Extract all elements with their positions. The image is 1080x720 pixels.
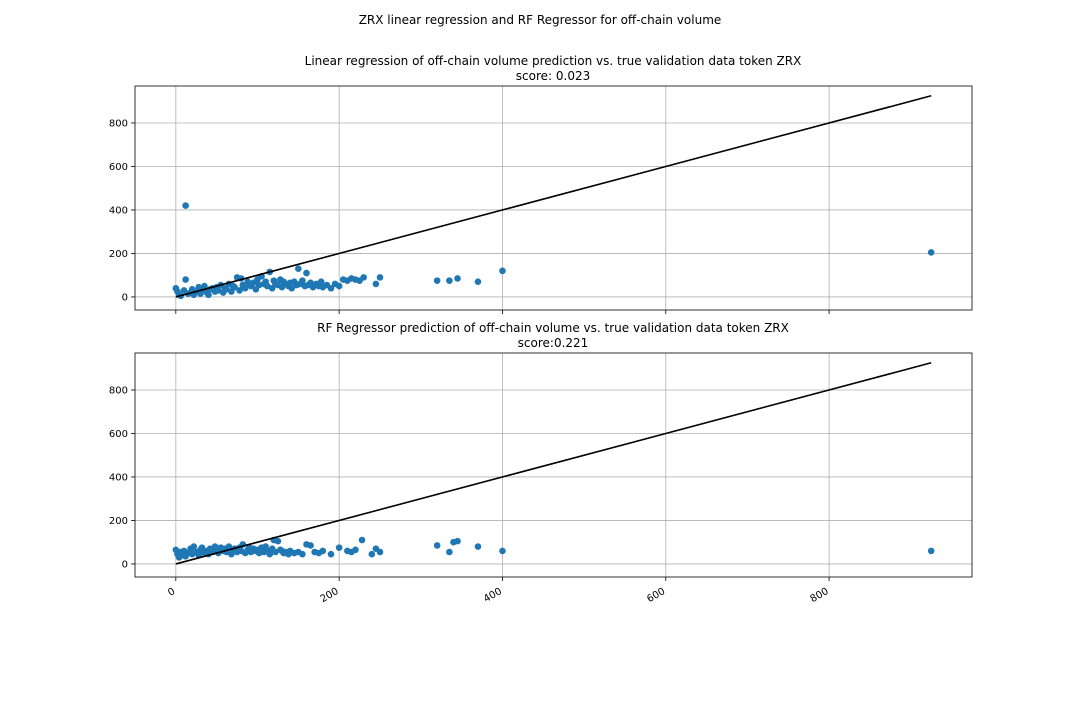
panel-score-rf-regressor: score:0.221 xyxy=(518,336,589,350)
x-tick-label: 200 xyxy=(319,586,341,605)
data-point xyxy=(376,274,384,281)
data-point xyxy=(299,550,306,558)
grid-linear-regression xyxy=(135,86,972,310)
y-tick-label: 0 xyxy=(122,292,128,303)
data-point xyxy=(372,280,380,288)
data-point xyxy=(241,284,249,292)
data-point xyxy=(182,276,189,283)
data-point xyxy=(266,550,274,558)
x-tick-label: 800 xyxy=(809,586,831,605)
data-point xyxy=(307,542,314,549)
y-tick-label: 0 xyxy=(122,559,128,570)
data-point xyxy=(319,547,327,555)
y-axis-ticks-rf-regressor: 0 200 400 600 800 xyxy=(109,385,135,570)
panel-title-rf-regressor: RF Regressor prediction of off-chain vol… xyxy=(317,321,789,335)
x-tick-label: 600 xyxy=(645,586,667,605)
y-tick-label: 400 xyxy=(109,472,128,483)
panel-rf-regressor: RF Regressor prediction of off-chain vol… xyxy=(109,321,973,605)
data-point xyxy=(376,548,384,556)
y-tick-label: 200 xyxy=(109,516,128,527)
panel-linear-regression: Linear regression of off-chain volume pr… xyxy=(109,54,973,314)
data-point xyxy=(446,548,453,556)
data-point xyxy=(205,291,212,299)
x-axis-ticks-linear-regression xyxy=(175,310,830,314)
reference-line-rf-regressor xyxy=(175,362,932,565)
data-point xyxy=(231,283,238,291)
y-tick-label: 200 xyxy=(109,249,128,260)
data-point xyxy=(295,265,302,272)
panel-score-linear-regression: score: 0.023 xyxy=(516,69,590,83)
grid-rf-regressor xyxy=(135,353,972,577)
data-point xyxy=(182,202,189,209)
data-point xyxy=(474,278,482,286)
data-point xyxy=(352,546,359,554)
axes-frame-rf-regressor xyxy=(134,352,973,578)
data-point xyxy=(433,542,441,549)
data-point xyxy=(299,277,306,284)
y-tick-label: 400 xyxy=(109,205,128,216)
y-axis-ticks-linear-regression: 0 200 400 600 800 xyxy=(109,118,135,303)
data-point xyxy=(474,543,482,550)
panel-title-linear-regression: Linear regression of off-chain volume pr… xyxy=(305,54,802,68)
figure-suptitle: ZRX linear regression and RF Regressor f… xyxy=(359,13,722,27)
data-point xyxy=(327,550,335,558)
y-tick-label: 600 xyxy=(109,429,128,440)
data-point xyxy=(360,274,367,281)
data-point xyxy=(190,543,198,550)
data-point xyxy=(368,550,376,558)
data-point xyxy=(446,277,453,284)
data-point xyxy=(454,537,461,545)
data-point xyxy=(454,275,461,282)
data-point xyxy=(288,284,296,292)
data-point xyxy=(201,282,208,290)
data-point xyxy=(317,278,325,286)
scatter-points-rf-regressor xyxy=(172,536,935,561)
data-point xyxy=(499,547,506,555)
data-point xyxy=(335,282,343,290)
axes-frame-linear-regression xyxy=(134,85,973,311)
data-point xyxy=(236,287,243,294)
x-axis-ticks-rf-regressor: 0 200 400 600 800 xyxy=(166,577,831,605)
data-point xyxy=(499,267,506,275)
data-point xyxy=(274,537,282,545)
data-point xyxy=(358,536,366,544)
x-tick-label: 400 xyxy=(482,586,504,605)
scatter-points-linear-regression xyxy=(172,202,935,300)
data-point xyxy=(433,277,441,284)
reference-line-linear-regression xyxy=(175,95,932,298)
data-point xyxy=(335,544,343,551)
x-tick-label: 0 xyxy=(166,586,177,599)
reference-line xyxy=(175,95,932,298)
reference-line xyxy=(175,362,932,565)
data-point xyxy=(927,547,935,555)
y-tick-label: 800 xyxy=(109,118,128,129)
data-point xyxy=(927,249,935,256)
data-point xyxy=(303,269,310,277)
data-point xyxy=(327,284,335,292)
y-tick-label: 800 xyxy=(109,385,128,396)
data-point xyxy=(198,544,206,551)
y-tick-label: 600 xyxy=(109,162,128,173)
